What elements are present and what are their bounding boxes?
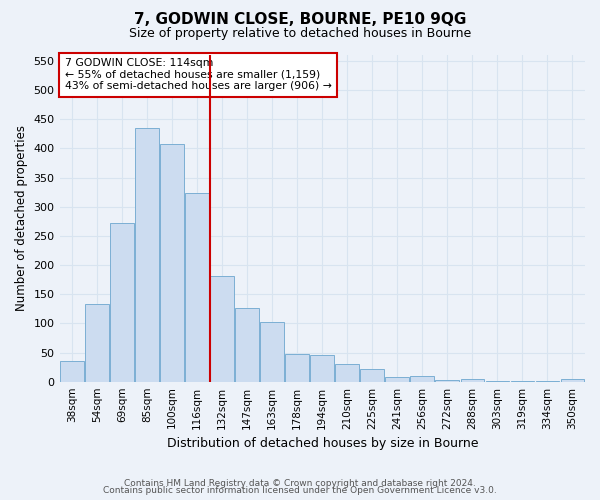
Bar: [361, 370, 384, 382]
Bar: [260, 322, 284, 382]
Bar: [135, 128, 159, 382]
Text: 7 GODWIN CLOSE: 114sqm
← 55% of detached houses are smaller (1,159)
43% of semi-: 7 GODWIN CLOSE: 114sqm ← 55% of detached…: [65, 58, 332, 92]
Bar: [60, 362, 84, 382]
Bar: [536, 381, 559, 382]
Bar: [160, 144, 184, 382]
Bar: [210, 276, 234, 382]
Bar: [436, 380, 459, 382]
Bar: [110, 223, 134, 382]
Text: Size of property relative to detached houses in Bourne: Size of property relative to detached ho…: [129, 28, 471, 40]
Bar: [461, 379, 484, 382]
Y-axis label: Number of detached properties: Number of detached properties: [15, 126, 28, 312]
Bar: [310, 355, 334, 382]
Text: Contains public sector information licensed under the Open Government Licence v3: Contains public sector information licen…: [103, 486, 497, 495]
Bar: [560, 380, 584, 382]
Bar: [185, 194, 209, 382]
Bar: [410, 376, 434, 382]
Bar: [286, 354, 309, 382]
Text: Contains HM Land Registry data © Crown copyright and database right 2024.: Contains HM Land Registry data © Crown c…: [124, 478, 476, 488]
Bar: [85, 304, 109, 382]
Bar: [235, 308, 259, 382]
Bar: [335, 364, 359, 382]
Text: 7, GODWIN CLOSE, BOURNE, PE10 9QG: 7, GODWIN CLOSE, BOURNE, PE10 9QG: [134, 12, 466, 28]
Bar: [485, 380, 509, 382]
Bar: [511, 380, 535, 382]
X-axis label: Distribution of detached houses by size in Bourne: Distribution of detached houses by size …: [167, 437, 478, 450]
Bar: [385, 377, 409, 382]
